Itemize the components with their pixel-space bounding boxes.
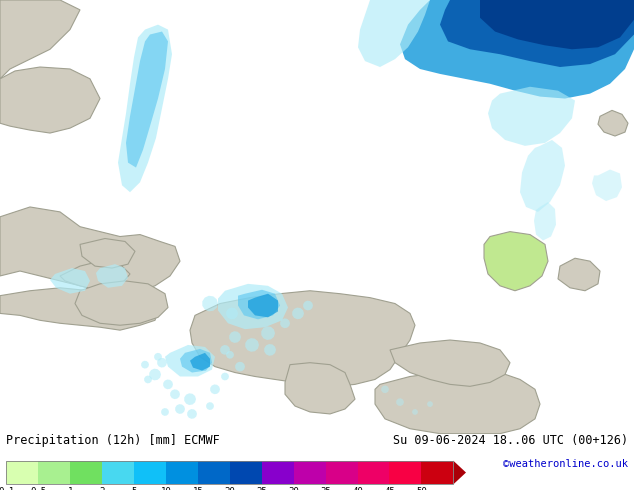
Polygon shape (60, 261, 130, 291)
Polygon shape (358, 0, 430, 67)
Bar (389, 461, 422, 484)
Polygon shape (220, 345, 230, 355)
Text: 30: 30 (288, 487, 299, 490)
Polygon shape (163, 379, 173, 389)
Polygon shape (118, 24, 172, 192)
Polygon shape (412, 409, 418, 415)
Polygon shape (0, 0, 80, 79)
Polygon shape (248, 294, 278, 318)
Polygon shape (598, 110, 628, 136)
Bar (134, 461, 166, 484)
Text: ©weatheronline.co.uk: ©weatheronline.co.uk (503, 459, 628, 469)
Polygon shape (488, 87, 575, 146)
Text: 35: 35 (320, 487, 331, 490)
Polygon shape (221, 372, 229, 380)
Text: 2: 2 (100, 487, 105, 490)
Bar (102, 461, 134, 484)
Text: 50: 50 (416, 487, 427, 490)
Text: 0.1: 0.1 (0, 487, 15, 490)
Polygon shape (440, 0, 634, 67)
Polygon shape (141, 361, 149, 368)
Polygon shape (245, 338, 259, 352)
Polygon shape (210, 385, 220, 394)
Polygon shape (396, 398, 404, 406)
Text: 40: 40 (352, 487, 363, 490)
Bar (422, 461, 453, 484)
Polygon shape (264, 344, 276, 356)
Polygon shape (144, 375, 152, 383)
Polygon shape (285, 363, 355, 414)
Bar (6, 461, 453, 484)
Polygon shape (280, 318, 290, 328)
Polygon shape (400, 0, 634, 98)
Polygon shape (126, 31, 168, 168)
Bar (166, 461, 198, 484)
Text: Precipitation (12h) [mm] ECMWF: Precipitation (12h) [mm] ECMWF (6, 434, 220, 447)
Bar (358, 461, 389, 484)
Polygon shape (480, 0, 634, 49)
Text: 0.5: 0.5 (30, 487, 46, 490)
Polygon shape (238, 290, 280, 319)
Polygon shape (206, 402, 214, 410)
Polygon shape (154, 353, 162, 361)
Polygon shape (170, 390, 180, 399)
Bar (230, 461, 262, 484)
Polygon shape (453, 461, 466, 484)
Polygon shape (0, 207, 180, 295)
Polygon shape (0, 67, 100, 133)
Polygon shape (161, 408, 169, 416)
Polygon shape (149, 368, 161, 380)
Polygon shape (165, 345, 215, 376)
Polygon shape (534, 202, 556, 241)
Text: Su 09-06-2024 18..06 UTC (00+126): Su 09-06-2024 18..06 UTC (00+126) (392, 434, 628, 447)
Text: 1: 1 (67, 487, 73, 490)
Text: 45: 45 (384, 487, 395, 490)
Polygon shape (230, 331, 241, 343)
Bar (70, 461, 102, 484)
Bar (38, 461, 70, 484)
Bar (6, 461, 38, 484)
Polygon shape (202, 296, 218, 311)
Polygon shape (190, 353, 210, 370)
Bar (262, 461, 294, 484)
Text: 15: 15 (193, 487, 204, 490)
Polygon shape (226, 308, 238, 319)
Polygon shape (175, 404, 185, 414)
Polygon shape (592, 170, 622, 201)
Polygon shape (50, 268, 90, 294)
Polygon shape (558, 258, 600, 291)
Polygon shape (226, 351, 234, 359)
Polygon shape (75, 281, 168, 325)
Polygon shape (180, 349, 212, 372)
Polygon shape (520, 140, 565, 212)
Polygon shape (427, 401, 433, 407)
Polygon shape (375, 369, 540, 434)
Bar (198, 461, 230, 484)
Polygon shape (0, 288, 160, 330)
Polygon shape (80, 239, 135, 268)
Bar (294, 461, 326, 484)
Polygon shape (187, 409, 197, 419)
Polygon shape (261, 326, 275, 340)
Polygon shape (157, 358, 167, 368)
Text: 20: 20 (224, 487, 235, 490)
Polygon shape (303, 301, 313, 310)
Polygon shape (96, 264, 128, 288)
Polygon shape (484, 232, 548, 291)
Polygon shape (292, 308, 304, 319)
Polygon shape (184, 393, 196, 405)
Polygon shape (190, 291, 415, 386)
Text: 10: 10 (160, 487, 171, 490)
Text: 5: 5 (131, 487, 137, 490)
Polygon shape (218, 284, 288, 329)
Polygon shape (390, 340, 510, 386)
Bar (326, 461, 358, 484)
Polygon shape (235, 362, 245, 371)
Polygon shape (381, 386, 389, 393)
Text: 25: 25 (256, 487, 267, 490)
